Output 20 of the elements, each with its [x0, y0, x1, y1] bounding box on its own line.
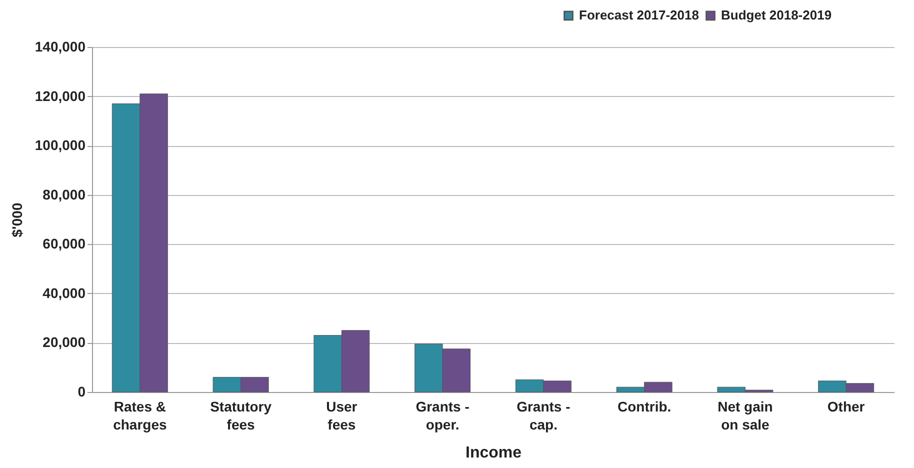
x-tick-label: Statutory fees — [210, 398, 272, 432]
x-tick-label: User fees — [326, 398, 358, 432]
y-tick-label: 80,000 — [42, 186, 86, 202]
legend-label: Forecast 2017-2018 — [579, 8, 699, 23]
x-tick-label: Other — [827, 398, 866, 414]
legend-label: Budget 2018-2019 — [721, 8, 832, 23]
y-tick-label: 40,000 — [42, 284, 86, 301]
x-tick-label: Rates & charges — [113, 398, 167, 432]
y-axis-title: $'000 — [8, 202, 25, 238]
x-tick-label: Contrib. — [617, 398, 672, 414]
y-tick-label: 60,000 — [42, 236, 86, 252]
x-tick-label: Net gain on sale — [718, 398, 773, 432]
x-tick-label: Grants - cap. — [516, 398, 571, 432]
x-tick-label: Grants - oper. — [416, 398, 470, 432]
y-tick-label: 0 — [78, 384, 86, 400]
x-axis-title: Income — [465, 444, 522, 462]
y-tick-label: 140,000 — [34, 38, 86, 54]
y-tick-label: 100,000 — [34, 137, 86, 154]
y-tick-label: 120,000 — [34, 88, 86, 104]
y-tick-label: 20,000 — [42, 334, 86, 350]
